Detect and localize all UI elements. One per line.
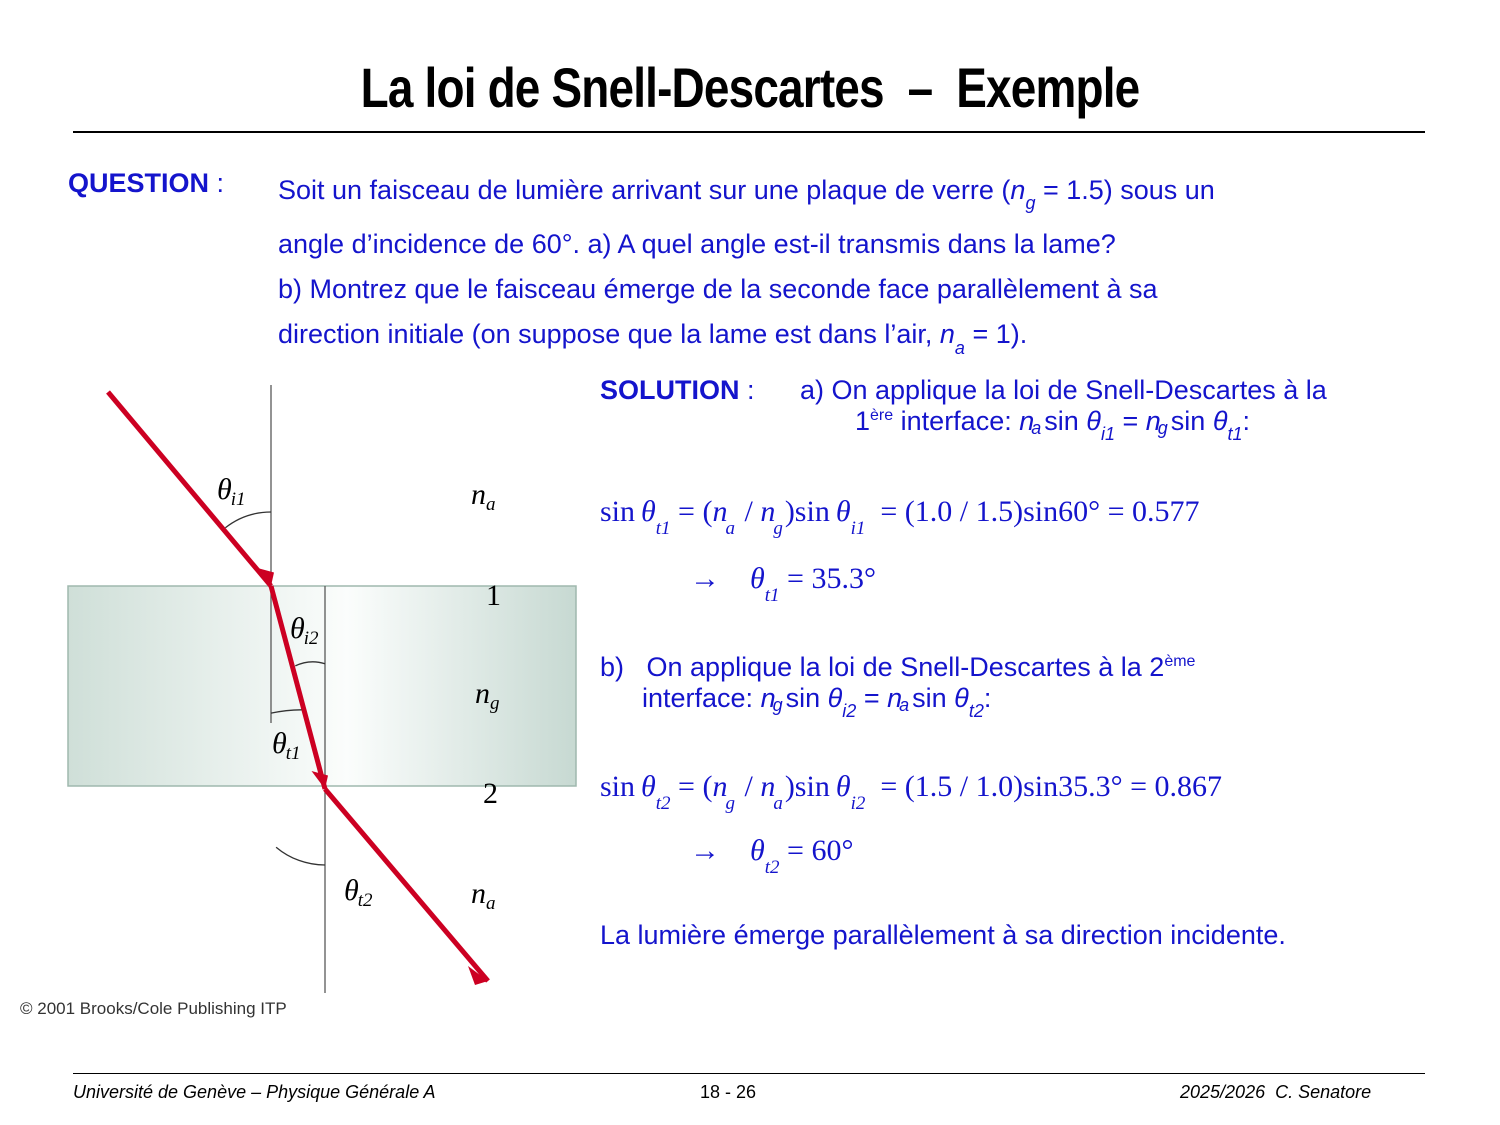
svg-text:na: na bbox=[471, 478, 496, 515]
svg-text:θi1: θi1 bbox=[217, 473, 246, 510]
svg-text:na: na bbox=[471, 877, 496, 914]
svg-text:1: 1 bbox=[486, 579, 501, 612]
svg-text:θt2: θt2 bbox=[344, 874, 373, 911]
svg-text:2: 2 bbox=[483, 777, 498, 810]
svg-text:© 2001 Brooks/Cole Publishing: © 2001 Brooks/Cole Publishing ITP bbox=[20, 999, 287, 1018]
